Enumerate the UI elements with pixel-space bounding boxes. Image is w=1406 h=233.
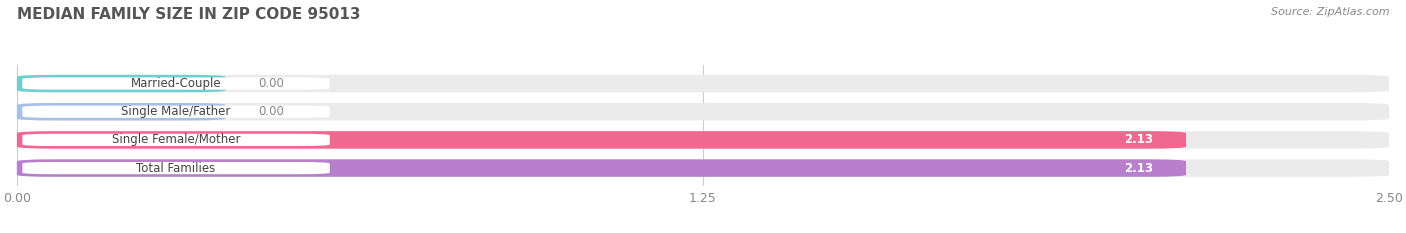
Text: MEDIAN FAMILY SIZE IN ZIP CODE 95013: MEDIAN FAMILY SIZE IN ZIP CODE 95013 (17, 7, 360, 22)
Text: 2.13: 2.13 (1125, 161, 1153, 175)
FancyBboxPatch shape (17, 159, 1389, 177)
FancyBboxPatch shape (22, 106, 330, 118)
FancyBboxPatch shape (17, 103, 1389, 120)
Text: 0.00: 0.00 (259, 77, 284, 90)
FancyBboxPatch shape (17, 75, 225, 92)
Text: Source: ZipAtlas.com: Source: ZipAtlas.com (1271, 7, 1389, 17)
FancyBboxPatch shape (17, 75, 1389, 92)
Text: Total Families: Total Families (136, 161, 215, 175)
FancyBboxPatch shape (22, 77, 330, 90)
Text: Married-Couple: Married-Couple (131, 77, 221, 90)
FancyBboxPatch shape (17, 131, 1187, 149)
Text: Single Female/Mother: Single Female/Mother (112, 134, 240, 146)
FancyBboxPatch shape (22, 162, 330, 174)
Text: 2.13: 2.13 (1125, 134, 1153, 146)
FancyBboxPatch shape (17, 159, 1187, 177)
FancyBboxPatch shape (17, 131, 1389, 149)
FancyBboxPatch shape (17, 103, 225, 120)
Text: Single Male/Father: Single Male/Father (121, 105, 231, 118)
Text: 0.00: 0.00 (259, 105, 284, 118)
FancyBboxPatch shape (22, 134, 330, 146)
